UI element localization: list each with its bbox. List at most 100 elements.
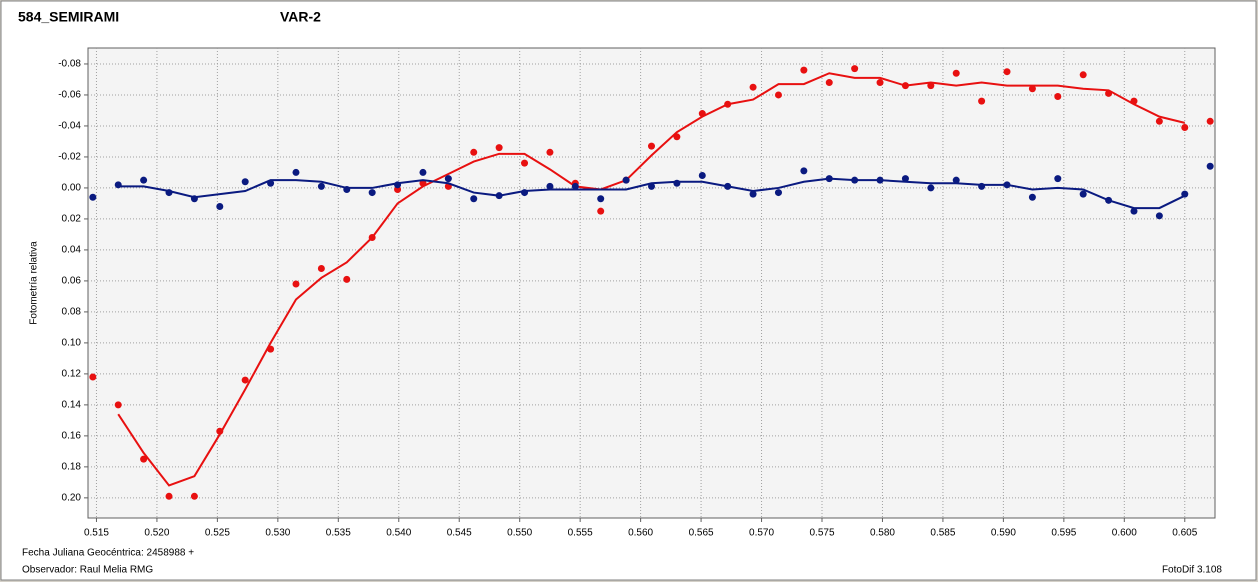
x-tick-label: 0.515 <box>84 528 109 539</box>
data-point <box>1105 89 1113 97</box>
data-point <box>546 182 554 190</box>
x-tick-label: 0.520 <box>144 528 169 539</box>
data-point <box>571 182 579 190</box>
x-tick-label: 0.525 <box>205 528 230 539</box>
y-tick-label: 0.02 <box>62 214 82 225</box>
data-point <box>1181 190 1189 198</box>
data-point <box>1206 117 1214 125</box>
data-point <box>597 195 605 203</box>
data-point <box>978 182 986 190</box>
data-point <box>470 148 478 156</box>
data-point <box>876 176 884 184</box>
data-point <box>597 207 605 215</box>
data-point <box>952 69 960 77</box>
data-point <box>444 175 452 183</box>
data-point <box>1003 181 1011 189</box>
data-point <box>292 168 300 176</box>
data-point <box>876 79 884 87</box>
data-point <box>1155 212 1163 220</box>
x-tick-label: 0.535 <box>326 528 351 539</box>
x-tick-label: 0.550 <box>507 528 532 539</box>
data-point <box>495 144 503 152</box>
data-point <box>419 168 427 176</box>
x-tick-label: 0.545 <box>447 528 472 539</box>
data-point <box>419 179 427 187</box>
data-point <box>495 192 503 200</box>
data-point <box>1079 71 1087 79</box>
data-point <box>698 110 706 118</box>
data-point <box>1028 85 1036 93</box>
data-point <box>800 167 808 175</box>
data-point <box>749 83 757 91</box>
data-point <box>774 91 782 99</box>
y-tick-label: 0.12 <box>62 369 82 380</box>
y-tick-label: 0.00 <box>62 183 82 194</box>
data-point <box>1054 93 1062 101</box>
data-point <box>1181 123 1189 131</box>
data-point <box>317 182 325 190</box>
data-point <box>190 195 198 203</box>
data-point <box>1079 190 1087 198</box>
data-point <box>851 176 859 184</box>
footer-version: FotoDif 3.108 <box>1162 565 1222 576</box>
data-point <box>724 100 732 108</box>
data-point <box>1003 68 1011 76</box>
x-tick-label: 0.585 <box>930 528 955 539</box>
fit-line <box>117 72 1186 487</box>
data-point <box>952 176 960 184</box>
data-point <box>114 181 122 189</box>
data-point <box>901 82 909 90</box>
data-point <box>343 275 351 283</box>
y-tick-label: -0.02 <box>58 152 81 163</box>
y-tick-label: 0.16 <box>62 431 82 442</box>
data-point <box>774 189 782 197</box>
data-point <box>1155 117 1163 125</box>
series-name: VAR-2 <box>280 9 321 25</box>
data-point <box>343 185 351 193</box>
data-point <box>1130 207 1138 215</box>
y-tick-label: -0.06 <box>58 90 81 101</box>
x-tick-label: 0.580 <box>870 528 895 539</box>
data-point <box>901 175 909 183</box>
data-point <box>216 427 224 435</box>
data-point <box>749 190 757 198</box>
data-point <box>546 148 554 156</box>
y-tick-label: -0.04 <box>58 121 81 132</box>
data-point <box>241 376 249 384</box>
data-point <box>851 65 859 73</box>
data-point <box>724 182 732 190</box>
x-tick-label: 0.565 <box>689 528 714 539</box>
y-tick-label: 0.04 <box>62 245 82 256</box>
data-point <box>394 181 402 189</box>
x-tick-label: 0.605 <box>1172 528 1197 539</box>
x-tick-label: 0.600 <box>1112 528 1137 539</box>
footer-date: Fecha Juliana Geocéntrica: 2458988 + <box>22 548 194 559</box>
data-point <box>800 66 808 74</box>
data-point <box>927 82 935 90</box>
data-point <box>1206 162 1214 170</box>
data-point <box>89 193 97 201</box>
data-point <box>978 97 986 105</box>
data-point <box>825 175 833 183</box>
x-tick-label: 0.590 <box>991 528 1016 539</box>
x-tick-label: 0.530 <box>265 528 290 539</box>
data-point <box>190 492 198 500</box>
data-point <box>140 176 148 184</box>
data-point <box>165 189 173 197</box>
x-tick-label: 0.560 <box>628 528 653 539</box>
y-tick-label: 0.10 <box>62 338 82 349</box>
data-point <box>470 195 478 203</box>
y-tick-label: 0.18 <box>62 462 82 473</box>
y-tick-label: -0.08 <box>58 59 81 70</box>
data-point <box>825 79 833 87</box>
footer-observer: Observador: Raul Melia RMG <box>22 565 153 576</box>
plot-area <box>87 47 1216 519</box>
y-tick-label: 0.06 <box>62 276 82 287</box>
y-axis-label: Fotometría relativa <box>29 241 40 325</box>
data-point <box>673 179 681 187</box>
data-point <box>368 189 376 197</box>
y-tick-label: 0.14 <box>62 400 82 411</box>
data-point <box>1105 196 1113 204</box>
data-point <box>317 265 325 273</box>
data-point <box>165 492 173 500</box>
